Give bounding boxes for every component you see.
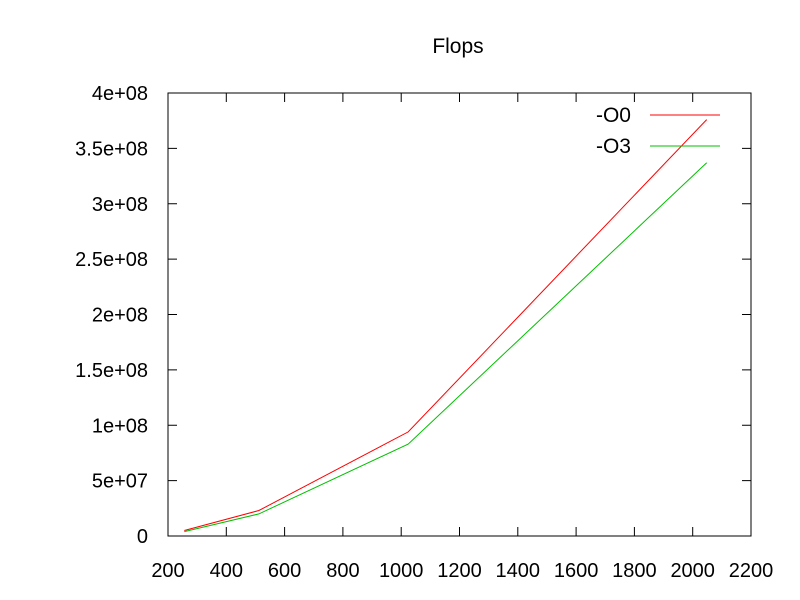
x-tick-label: 1400	[496, 560, 541, 582]
x-tick-label: 400	[210, 560, 243, 582]
x-tick-label: 1000	[379, 560, 424, 582]
x-tick-label: 1800	[612, 560, 657, 582]
y-tick-label: 3.5e+08	[75, 138, 148, 160]
x-tick-label: 1200	[437, 560, 482, 582]
x-tick-label: 800	[326, 560, 359, 582]
y-tick-label: 4e+08	[92, 83, 148, 105]
axes-layer: 0 5e+07 1e+08 1.5e+08 2e+08 2.5e+08 3e+08 3.5e+…	[75, 83, 773, 582]
y-tick-label: 3e+08	[92, 194, 148, 216]
x-tick-label: 2000	[670, 560, 715, 582]
plot-frame	[167, 92, 752, 537]
x-tick-label: 1600	[554, 560, 599, 582]
y-tick-label: 2.5e+08	[75, 249, 148, 271]
y-tick-label: 0	[137, 526, 148, 548]
series-layer	[184, 119, 708, 533]
series-line-o3	[184, 162, 708, 533]
x-tick-label: 2200	[729, 560, 774, 582]
series-line-o0	[184, 119, 708, 531]
legend-label: -O3	[596, 135, 631, 158]
y-tick-label: 1.5e+08	[75, 360, 148, 382]
x-tick-label: 200	[151, 560, 184, 582]
y-tick-label: 5e+07	[92, 471, 148, 493]
legend: -O0-O3	[596, 104, 720, 158]
y-tick-label: 1e+08	[92, 415, 148, 437]
legend-label: -O0	[596, 104, 631, 127]
chart-title: Flops	[432, 35, 483, 58]
y-tick-label: 2e+08	[92, 305, 148, 327]
x-tick-label: 600	[268, 560, 301, 582]
